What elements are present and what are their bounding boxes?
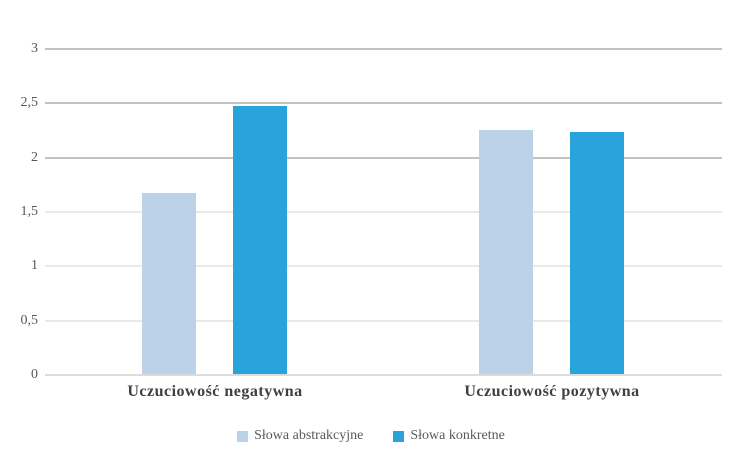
legend-item-abstrakcyjne: Słowa abstrakcyjne (237, 428, 363, 444)
legend-label: Słowa abstrakcyjne (254, 428, 364, 443)
bar-abstrakcyjne-negatywna (142, 193, 196, 374)
y-tick-label: 1 (31, 258, 38, 273)
legend-swatch-konkretne-icon (393, 430, 405, 442)
legend-label: Słowa konkretne (410, 428, 505, 443)
y-tick-label: 0,5 (20, 313, 39, 328)
bar-konkretne-negatywna (233, 106, 287, 374)
legend-swatch-abstrakcyjne-icon (237, 430, 249, 442)
bar-konkretne-pozytywna (570, 132, 624, 374)
category-label-pozytywna: Uczuciowość pozytywna (464, 383, 640, 400)
gridline-3 (45, 48, 722, 50)
legend-item-konkretne: Słowa konkretne (393, 428, 505, 444)
gridline-0-5 (45, 320, 722, 322)
y-tick-label: 1,5 (20, 204, 39, 219)
y-tick-label: 2,5 (20, 95, 39, 110)
bar-abstrakcyjne-pozytywna (479, 130, 533, 374)
y-tick-label: 0 (31, 367, 38, 382)
y-tick-label: 2 (31, 150, 38, 165)
category-label-negatywna: Uczuciowość negatywna (127, 383, 303, 400)
gridline-1-5 (45, 211, 722, 213)
gridline-2 (45, 157, 722, 159)
legend: Słowa abstrakcyjne Słowa konkretne (0, 428, 742, 444)
x-axis-baseline (45, 374, 722, 376)
gridline-2-5 (45, 102, 722, 104)
y-tick-label: 3 (31, 41, 38, 56)
gridline-1 (45, 265, 722, 267)
